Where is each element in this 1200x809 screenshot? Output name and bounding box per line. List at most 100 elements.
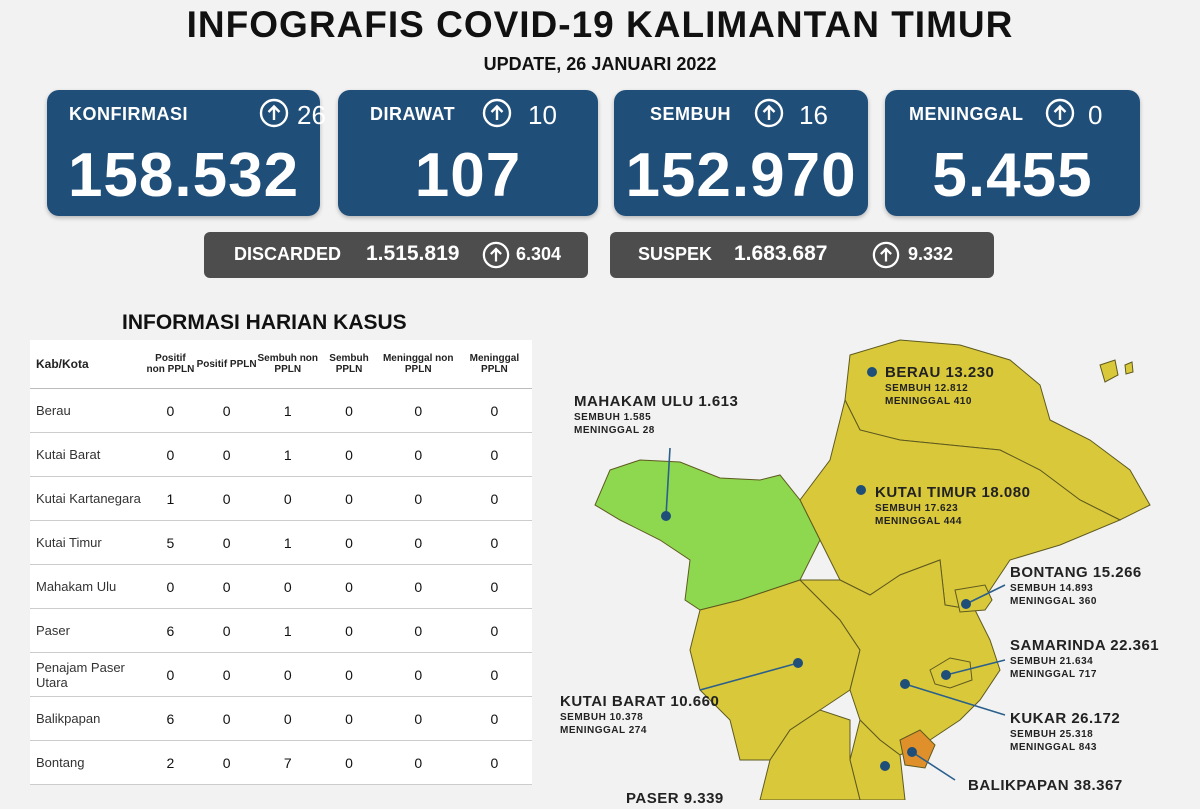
case-count-cell: 1 — [257, 432, 319, 477]
case-count-cell: 0 — [318, 564, 380, 609]
case-count-cell: 0 — [456, 564, 532, 609]
region-meninggal: MENINGGAL 274 — [560, 725, 647, 736]
sembuh-card: SEMBUH 16 152.970 — [614, 90, 868, 216]
region-label-kutai-barat: KUTAI BARAT 10.660 SEMBUH 10.378 MENINGGAL… — [560, 693, 719, 736]
leader-samarinda-dot — [941, 670, 951, 680]
table-row: Balikpapan 6 0 0 0 0 0 — [30, 696, 532, 741]
case-count-cell: 0 — [379, 564, 457, 609]
case-count-cell: 6 — [144, 608, 197, 653]
meninggal-card: MENINGGAL 0 5.455 — [885, 90, 1140, 216]
case-count-cell: 0 — [196, 432, 258, 477]
stat-delta: 16 — [799, 100, 828, 130]
region-meninggal: MENINGGAL 28 — [574, 425, 655, 436]
region-label-bontang: BONTANG 15.266 SEMBUH 14.893 MENINGGAL 360 — [1010, 564, 1142, 607]
region-sembuh: SEMBUH 17.623 — [875, 503, 959, 514]
case-count-cell: 1 — [257, 388, 319, 433]
column-header: Positif non PPLN — [144, 340, 197, 389]
region-meninggal: MENINGGAL 843 — [1010, 742, 1097, 753]
region-sembuh: SEMBUH 21.634 — [1010, 656, 1094, 667]
case-count-cell: 0 — [318, 520, 380, 565]
region-total: BALIKPAPAN 38.367 — [968, 777, 1123, 794]
case-count-cell: 0 — [318, 432, 380, 477]
stat-value: 152.970 — [625, 141, 857, 210]
case-count-cell: 0 — [196, 564, 258, 609]
region-meninggal: MENINGGAL 444 — [875, 516, 962, 527]
kab-kota-cell: Berau — [30, 388, 145, 433]
region-kukar — [798, 559, 1001, 756]
case-count-cell: 0 — [196, 608, 258, 653]
table-row: Kutai Timur 5 0 1 0 0 0 — [30, 520, 532, 565]
column-header: Positif PPLN — [196, 340, 258, 389]
case-count-cell: 0 — [379, 432, 457, 477]
case-count-cell: 0 — [456, 652, 532, 697]
leader-ppu-dot — [880, 761, 890, 771]
region-total: BONTANG 15.266 — [1010, 564, 1142, 581]
region-total: KUKAR 26.172 — [1010, 710, 1121, 727]
case-count-cell: 0 — [257, 564, 319, 609]
stat-delta: 0 — [1088, 100, 1103, 130]
leader-mahakam-ulu-line — [665, 447, 671, 517]
stat-delta: 10 — [528, 100, 557, 130]
stat-value: 107 — [414, 141, 522, 210]
case-count-cell: 0 — [144, 652, 197, 697]
table-row: Paser 6 0 1 0 0 0 — [30, 608, 532, 653]
kab-kota-cell: Mahakam Ulu — [30, 564, 145, 609]
column-header: Sembuh PPLN — [318, 340, 380, 389]
case-count-cell: 0 — [257, 652, 319, 697]
stat-delta: 26 — [297, 100, 326, 130]
case-count-cell: 0 — [196, 476, 258, 521]
region-sembuh: SEMBUH 25.318 — [1010, 729, 1094, 740]
region-total: SAMARINDA 22.361 — [1010, 637, 1160, 654]
daily-cases-table: Kab/Kota Positif non PPLN Positif PPLN S… — [30, 340, 532, 785]
daily-table-title: INFORMASI HARIAN KASUS — [122, 311, 407, 334]
column-header: Kab/Kota — [30, 340, 145, 389]
case-count-cell: 0 — [196, 520, 258, 565]
region-label-mahakam-ulu: MAHAKAM ULU 1.613 SEMBUH 1.585 MENINGGAL 2… — [574, 393, 738, 436]
kab-kota-cell: Kutai Kartanegara — [30, 476, 145, 521]
suspek-value: 1.683.687 — [734, 242, 828, 265]
kab-kota-cell: Balikpapan — [30, 696, 145, 741]
discarded-value: 1.515.819 — [366, 242, 460, 265]
case-count-cell: 7 — [257, 740, 319, 785]
case-count-cell: 0 — [379, 520, 457, 565]
case-count-cell: 0 — [318, 476, 380, 521]
kab-kota-cell: Bontang — [30, 740, 145, 785]
kab-kota-cell: Kutai Barat — [30, 432, 145, 477]
region-total: KUTAI TIMUR 18.080 — [875, 484, 1031, 501]
discarded-bar: DISCARDED 1.515.819 6.304 — [204, 232, 588, 278]
case-count-cell: 0 — [318, 388, 380, 433]
arrow-up-circle-icon — [872, 241, 900, 269]
case-count-cell: 1 — [257, 520, 319, 565]
leader-samarinda-line — [945, 659, 1006, 676]
dirawat-card: DIRAWAT 10 107 — [338, 90, 598, 216]
case-count-cell: 0 — [318, 608, 380, 653]
case-count-cell: 0 — [379, 740, 457, 785]
case-count-cell: 0 — [196, 652, 258, 697]
case-count-cell: 0 — [196, 388, 258, 433]
case-count-cell: 0 — [318, 740, 380, 785]
suspek-label: SUSPEK — [638, 244, 713, 264]
region-label-samarinda: SAMARINDA 22.361 SEMBUH 21.634 MENINGGAL 7… — [1010, 637, 1159, 680]
table-row: Kutai Kartanegara 1 0 0 0 0 0 — [30, 476, 532, 521]
case-count-cell: 0 — [144, 564, 197, 609]
page-title: INFOGRAFIS COVID-19 KALIMANTAN TIMUR — [186, 4, 1014, 45]
column-header: Meninggal PPLN — [456, 340, 532, 389]
arrow-up-circle-icon — [259, 98, 289, 128]
suspek-bar: SUSPEK 1.683.687 9.332 — [610, 232, 994, 278]
case-count-cell: 0 — [379, 476, 457, 521]
case-count-cell: 0 — [456, 476, 532, 521]
region-balikpapan — [899, 729, 936, 769]
arrow-up-circle-icon — [754, 98, 784, 128]
table-row: Mahakam Ulu 0 0 0 0 0 0 — [30, 564, 532, 609]
kaltim-map — [594, 339, 1151, 800]
table-row: Penajam Paser Utara 0 0 0 0 0 0 — [30, 652, 532, 697]
case-count-cell: 0 — [379, 652, 457, 697]
case-count-cell: 0 — [196, 696, 258, 741]
arrow-up-circle-icon — [482, 98, 512, 128]
case-count-cell: 2 — [144, 740, 197, 785]
case-count-cell: 0 — [379, 608, 457, 653]
leader-kutai-barat-dot — [793, 658, 803, 668]
case-count-cell: 0 — [456, 520, 532, 565]
leader-kukar-line — [904, 683, 1006, 716]
case-count-cell: 0 — [144, 388, 197, 433]
